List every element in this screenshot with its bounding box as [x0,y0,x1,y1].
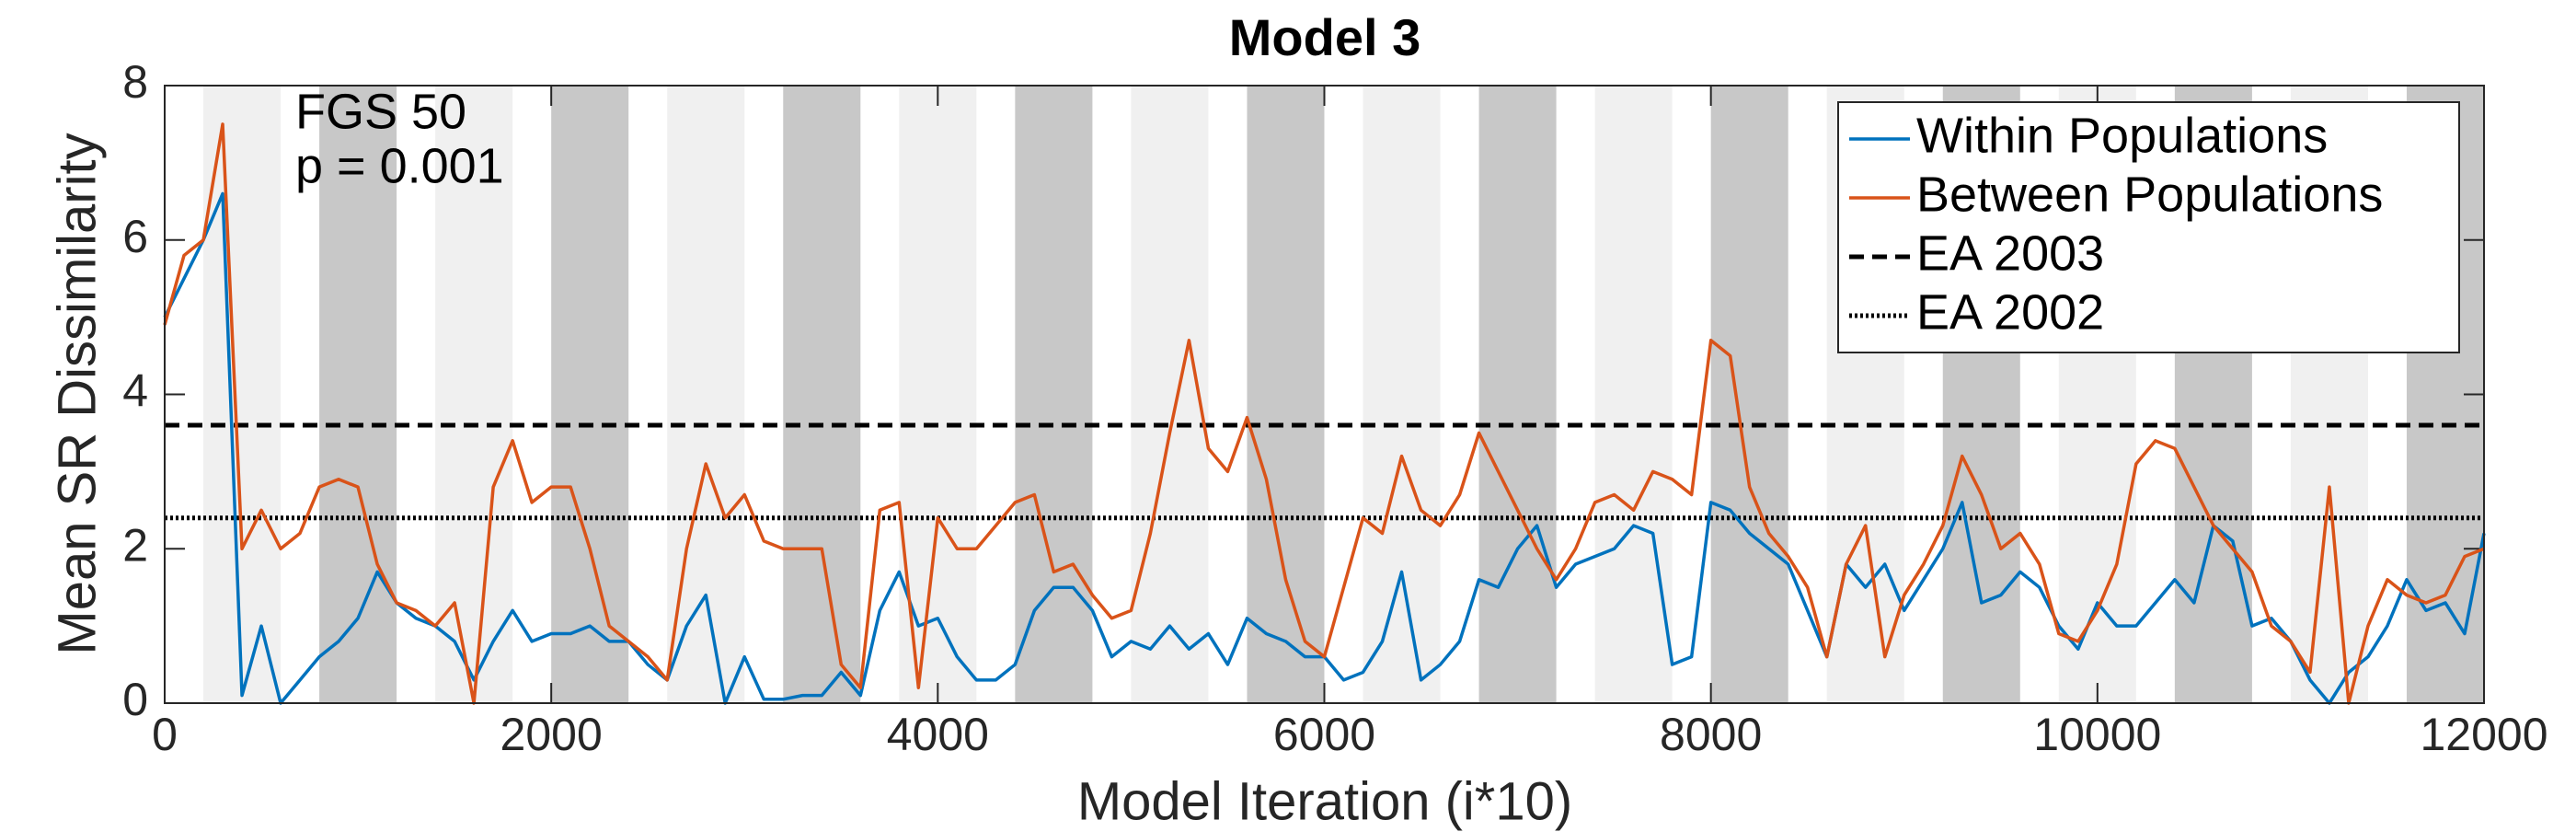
x-tick-label: 0 [152,709,178,760]
x-tick-label: 4000 [887,709,989,760]
x-axis-label: Model Iteration (i*10) [1077,771,1572,831]
shaded-region [1478,86,1557,703]
shaded-region [203,86,282,703]
y-tick-label: 4 [122,365,148,417]
legend-box [1837,101,2460,353]
shaded-region [1131,86,1209,703]
data-lines [163,122,2486,705]
shaded-region [899,86,977,703]
shaded-region [435,86,513,703]
legend-label: EA 2003 [1916,225,2104,281]
y-tick-label: 8 [122,56,148,108]
x-tick-label: 6000 [1273,709,1375,760]
x-tick-label: 2000 [500,709,603,760]
legend-label: Within Populations [1916,108,2328,163]
shaded-region [319,86,397,703]
shaded-region [1363,86,1441,703]
shaded-region [1247,86,1325,703]
legend-label: EA 2002 [1916,284,2104,340]
shaded-region [1710,86,1788,703]
legend-label: Between Populations [1916,167,2383,222]
y-axis-label: Mean SR Dissimilarity [47,133,107,654]
shaded-region [551,86,629,703]
x-tick-label: 12000 [2420,709,2547,760]
x-tick-label: 8000 [1660,709,1762,760]
annotation: p = 0.001 [295,138,504,193]
shaded-region [1594,86,1673,703]
y-tick-label: 2 [122,519,148,571]
series-line [163,122,2485,705]
shaded-region [783,86,861,703]
chart-title: Model 3 [1229,8,1420,66]
y-tick-label: 0 [122,674,148,725]
shaded-region [1015,86,1093,703]
axes-box [164,85,2485,704]
x-tick-label: 10000 [2033,709,2161,760]
y-tick-label: 6 [122,211,148,262]
annotation: FGS 50 [295,84,466,139]
